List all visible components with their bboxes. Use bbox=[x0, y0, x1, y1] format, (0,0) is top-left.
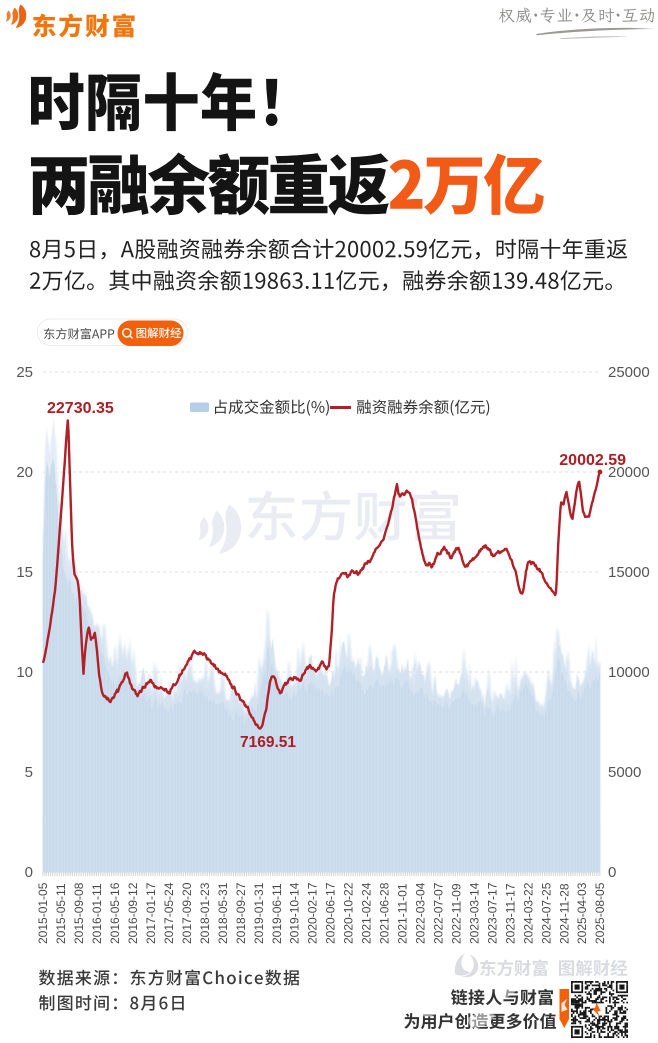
svg-text:2017-05-24: 2017-05-24 bbox=[162, 882, 176, 944]
svg-text:20002.59: 20002.59 bbox=[559, 452, 626, 469]
svg-text:7169.51: 7169.51 bbox=[240, 734, 296, 751]
svg-text:2025-08-05: 2025-08-05 bbox=[593, 882, 607, 944]
svg-text:2018-01-23: 2018-01-23 bbox=[198, 882, 212, 944]
svg-text:2015-09-08: 2015-09-08 bbox=[72, 882, 86, 944]
svg-text:15: 15 bbox=[16, 564, 33, 581]
svg-text:22730.35: 22730.35 bbox=[47, 400, 114, 417]
svg-text:2016-09-12: 2016-09-12 bbox=[126, 882, 140, 944]
svg-text:2023-03-14: 2023-03-14 bbox=[467, 882, 481, 944]
svg-text:2015-01-05: 2015-01-05 bbox=[36, 882, 50, 944]
svg-text:2019-10-14: 2019-10-14 bbox=[288, 882, 302, 944]
svg-text:2016-05-16: 2016-05-16 bbox=[108, 882, 122, 944]
svg-text:5: 5 bbox=[25, 764, 33, 781]
svg-text:2024-03-22: 2024-03-22 bbox=[521, 882, 535, 944]
svg-text:2020-02-17: 2020-02-17 bbox=[306, 882, 320, 944]
svg-text:20000: 20000 bbox=[608, 464, 650, 481]
svg-text:2016-01-11: 2016-01-11 bbox=[90, 883, 104, 944]
svg-text:2022-11-09: 2022-11-09 bbox=[450, 883, 464, 944]
svg-text:2019-01-31: 2019-01-31 bbox=[252, 882, 266, 944]
svg-text:25000: 25000 bbox=[608, 364, 650, 381]
svg-text:10: 10 bbox=[16, 664, 33, 681]
svg-text:2018-09-27: 2018-09-27 bbox=[234, 882, 248, 944]
svg-text:10000: 10000 bbox=[608, 664, 650, 681]
svg-text:2020-10-22: 2020-10-22 bbox=[342, 882, 356, 944]
svg-text:2021-02-24: 2021-02-24 bbox=[360, 882, 374, 944]
svg-text:2018-05-31: 2018-05-31 bbox=[216, 882, 230, 944]
svg-text:2022-03-04: 2022-03-04 bbox=[414, 882, 428, 944]
svg-text:2021-11-01: 2021-11-01 bbox=[396, 883, 410, 944]
svg-text:25: 25 bbox=[16, 364, 33, 381]
svg-text:20: 20 bbox=[16, 464, 33, 481]
svg-text:2023-07-17: 2023-07-17 bbox=[485, 882, 499, 944]
svg-text:2023-11-17: 2023-11-17 bbox=[503, 883, 517, 944]
svg-text:2025-04-03: 2025-04-03 bbox=[575, 882, 589, 944]
svg-text:2019-06-11: 2019-06-11 bbox=[270, 883, 284, 944]
svg-text:2022-07-07: 2022-07-07 bbox=[432, 882, 446, 944]
svg-text:2017-01-17: 2017-01-17 bbox=[144, 882, 158, 944]
svg-text:0: 0 bbox=[25, 864, 33, 881]
svg-text:0: 0 bbox=[608, 864, 616, 881]
svg-text:2015-05-11: 2015-05-11 bbox=[54, 883, 68, 944]
svg-text:2020-06-17: 2020-06-17 bbox=[324, 882, 338, 944]
svg-text:2024-11-28: 2024-11-28 bbox=[557, 883, 571, 944]
svg-text:2017-09-20: 2017-09-20 bbox=[180, 882, 194, 944]
svg-text:5000: 5000 bbox=[608, 764, 641, 781]
svg-text:2024-07-25: 2024-07-25 bbox=[539, 882, 553, 944]
svg-text:15000: 15000 bbox=[608, 564, 650, 581]
svg-text:2021-06-28: 2021-06-28 bbox=[378, 882, 392, 944]
